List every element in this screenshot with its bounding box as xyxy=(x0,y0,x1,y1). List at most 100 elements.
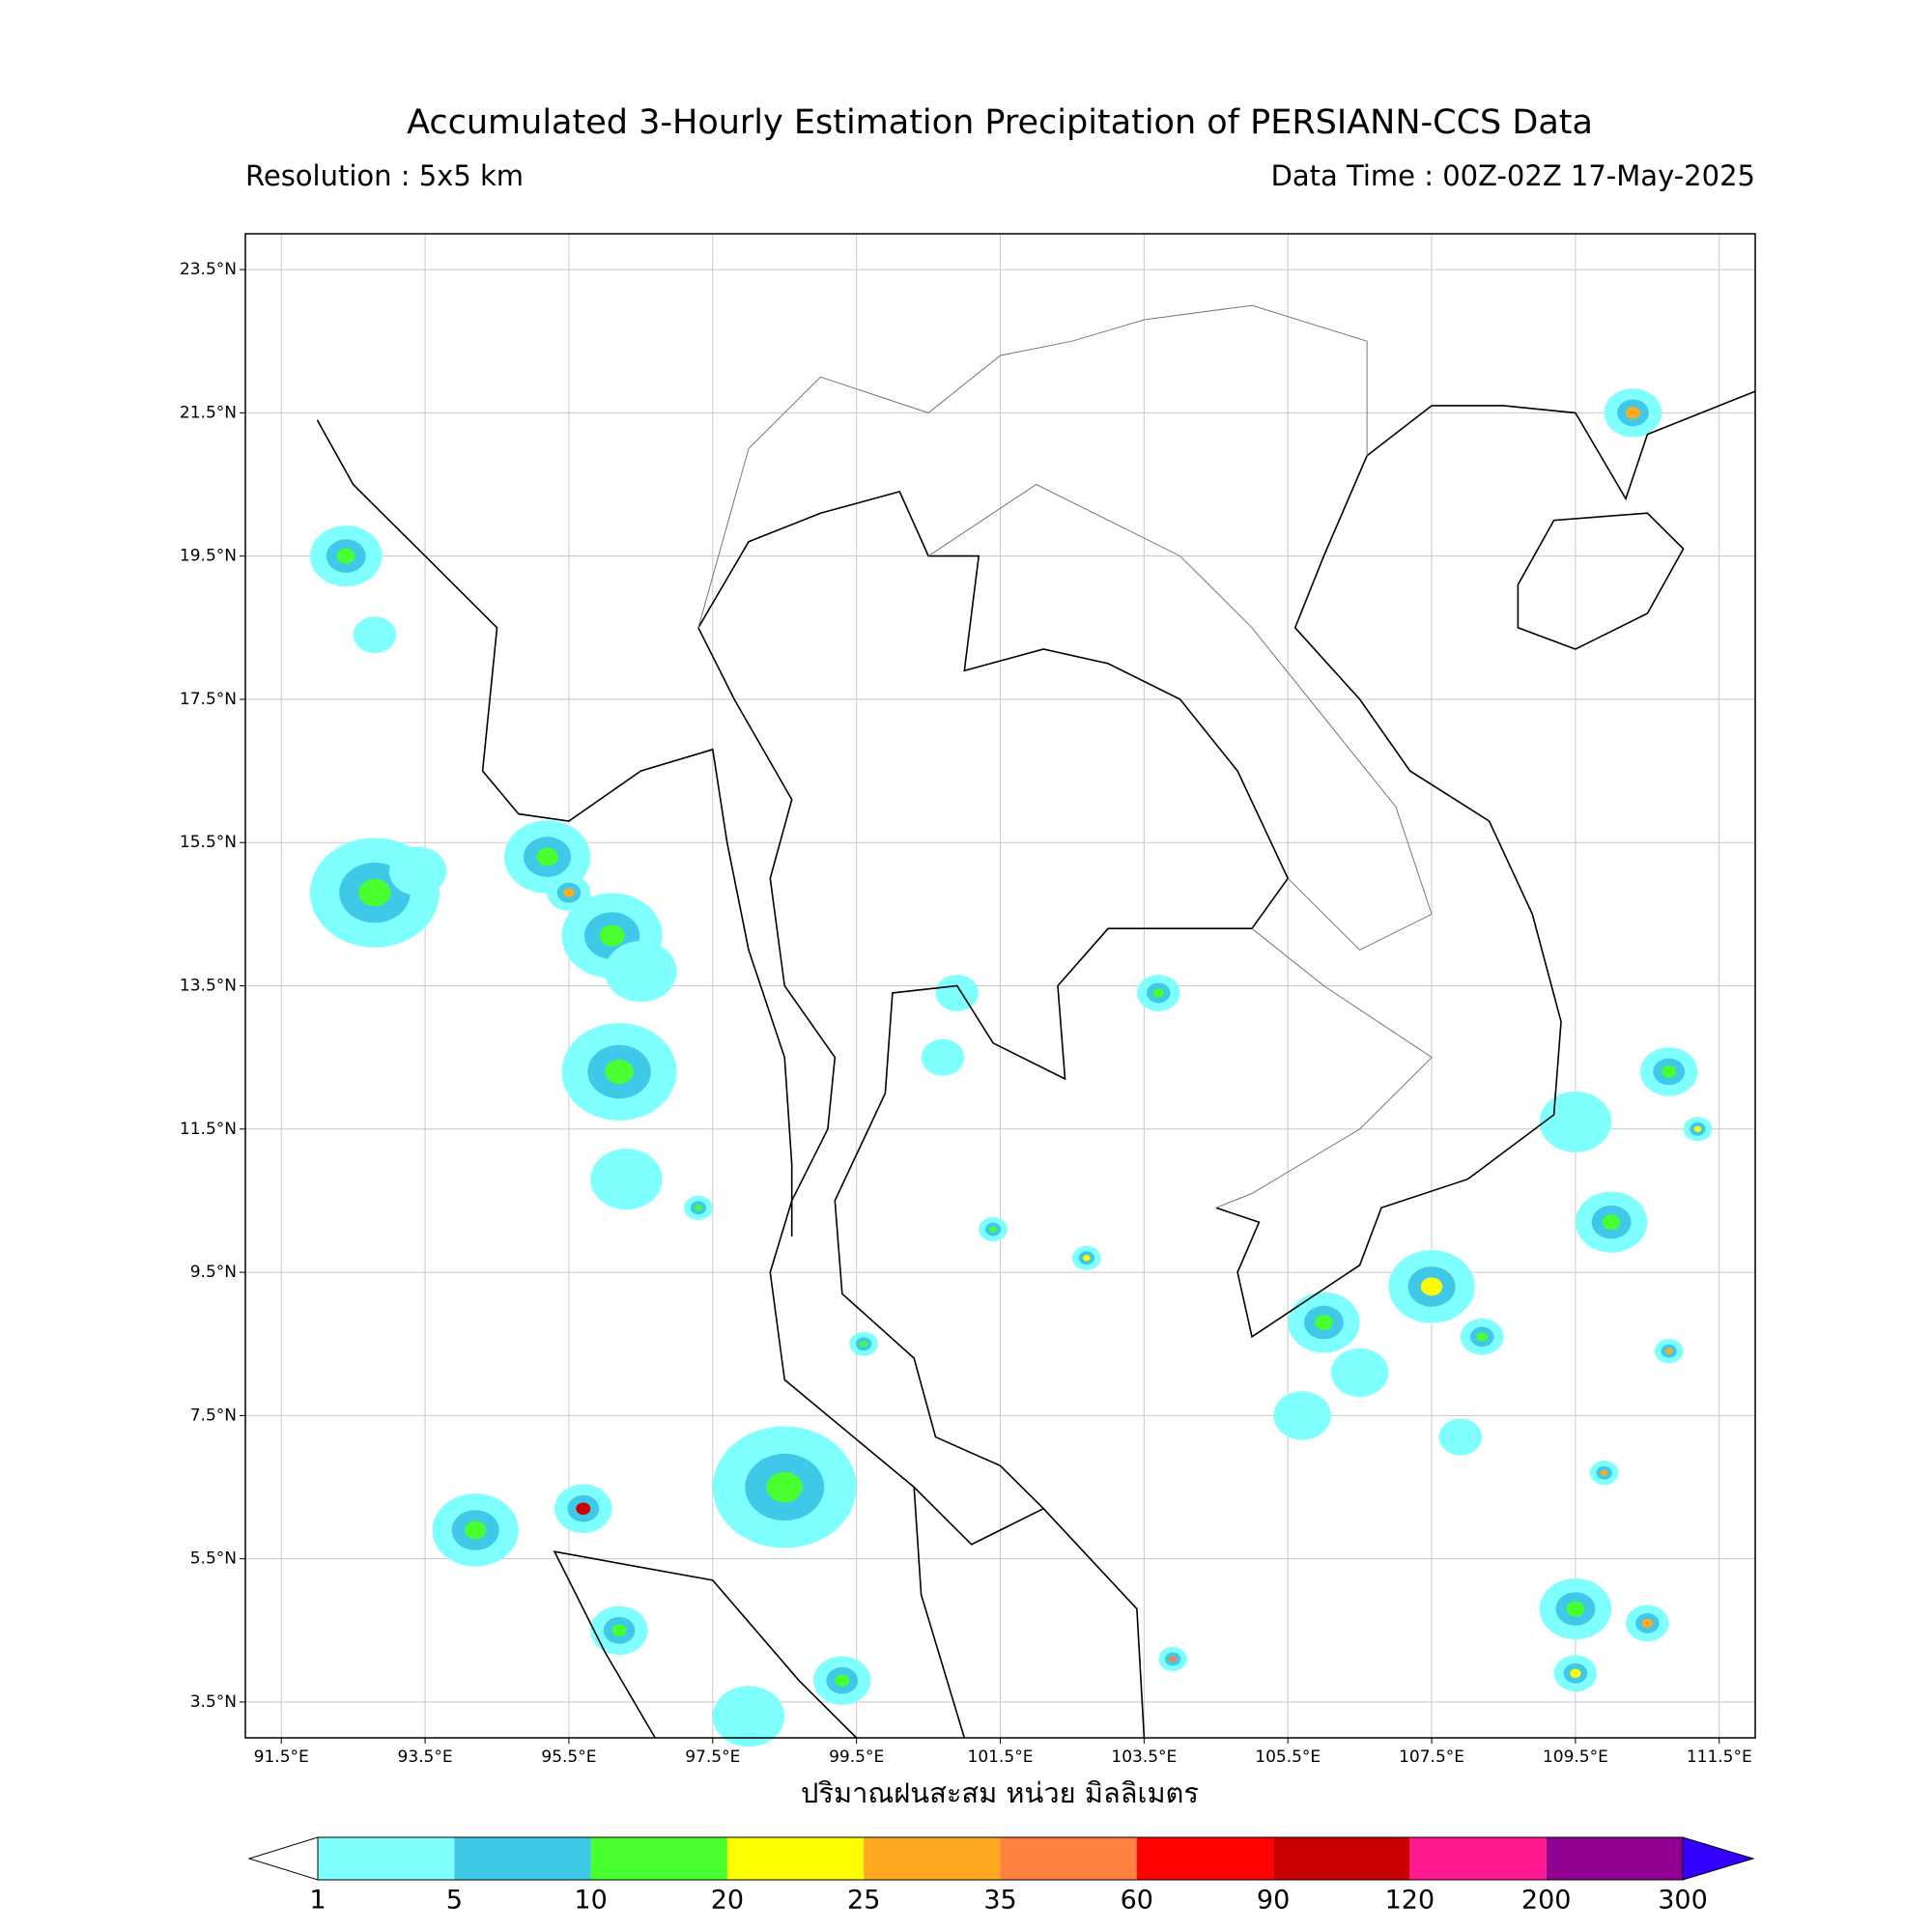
colorbar-bin xyxy=(864,1837,1001,1880)
rain-peak xyxy=(1476,1332,1488,1342)
colorbar-label: 90 xyxy=(1257,1886,1290,1916)
rain-area xyxy=(388,846,447,896)
x-tick-label: 93.5°E xyxy=(398,1747,453,1767)
y-tick-label: 15.5°N xyxy=(180,833,237,852)
rain-peak xyxy=(563,888,575,897)
rain-peak xyxy=(989,1226,997,1233)
rain-peak xyxy=(358,878,391,907)
northern-border xyxy=(697,304,1368,628)
y-tick-label: 23.5°N xyxy=(180,260,237,279)
rain-peak xyxy=(1566,1601,1585,1617)
x-tick-label: 109.5°E xyxy=(1543,1747,1608,1767)
x-tick-label: 91.5°E xyxy=(254,1747,309,1767)
malaysia-east xyxy=(1042,1508,1146,1739)
sumatra xyxy=(553,1550,858,1739)
y-tick-label: 21.5°N xyxy=(180,403,237,422)
rain-peak xyxy=(536,847,558,867)
x-tick-label: 95.5°E xyxy=(541,1747,596,1767)
rain-peak xyxy=(766,1471,803,1503)
rain-peak xyxy=(1641,1618,1653,1629)
rain-area xyxy=(590,1149,663,1210)
colorbar-label: 5 xyxy=(446,1886,463,1916)
rain-peak xyxy=(605,1059,634,1085)
china-coast xyxy=(1366,390,1756,501)
colorbar-label: 35 xyxy=(983,1886,1016,1916)
colorbar-bin xyxy=(1409,1837,1547,1880)
colorbar-bin xyxy=(1136,1837,1274,1880)
rain-peak xyxy=(1662,1065,1677,1078)
rain-peak xyxy=(1600,1469,1608,1476)
x-tick-label: 105.5°E xyxy=(1255,1747,1321,1767)
rain-layer xyxy=(309,388,1713,1747)
coastlines xyxy=(316,304,1756,1739)
y-tick-label: 11.5°N xyxy=(180,1120,237,1139)
x-axis-label: ปริมาณฝนสะสม หน่วย มิลลิเมตร xyxy=(801,1776,1199,1809)
rain-peak xyxy=(599,924,625,947)
hainan xyxy=(1517,512,1685,650)
resolution: Resolution : 5x5 km xyxy=(245,159,524,192)
y-tick-label: 17.5°N xyxy=(180,690,237,709)
rain-peak xyxy=(695,1205,702,1211)
myanmar-coast xyxy=(316,419,793,1236)
colorbar-frame xyxy=(317,1836,1684,1881)
rain-peak xyxy=(860,1341,867,1348)
rain-peak xyxy=(465,1520,487,1540)
colorbar-label: 60 xyxy=(1121,1886,1153,1916)
malaysia-west xyxy=(913,1487,966,1739)
x-tick-label: 111.5°E xyxy=(1687,1747,1752,1767)
colorbar-over xyxy=(1682,1836,1755,1881)
y-tick-label: 19.5°N xyxy=(180,547,237,566)
rain-area xyxy=(921,1038,965,1076)
thailand xyxy=(697,490,1290,1546)
y-tick-label: 3.5°N xyxy=(190,1692,237,1712)
colorbar-label: 300 xyxy=(1658,1886,1708,1916)
x-tick-label: 97.5°E xyxy=(685,1747,740,1767)
rain-area xyxy=(605,941,677,1003)
x-tick-label: 107.5°E xyxy=(1399,1747,1464,1767)
y-tick-label: 7.5°N xyxy=(190,1406,237,1425)
colorbar-bin xyxy=(726,1837,865,1880)
colorbar-bin xyxy=(590,1837,727,1880)
rain-peak xyxy=(611,1624,627,1637)
y-tick-label: 9.5°N xyxy=(190,1263,237,1282)
rain-peak xyxy=(835,1674,850,1687)
rain-area xyxy=(353,616,397,654)
colorbar-label: 20 xyxy=(711,1886,744,1916)
y-tick-label: 5.5°N xyxy=(190,1549,237,1569)
x-tick-label: 103.5°E xyxy=(1111,1747,1177,1767)
rain-area xyxy=(935,975,980,1011)
rain-peak xyxy=(1152,988,1164,998)
colorbar: 1 5 10 20 25 35 60 90 120 200 300 xyxy=(247,1836,1755,1916)
vietnam-coast xyxy=(1215,455,1562,1339)
colorbar-bin xyxy=(1546,1837,1683,1880)
rain-area xyxy=(712,1686,785,1747)
colorbar-label: 120 xyxy=(1385,1886,1435,1916)
rain-peak xyxy=(1664,1348,1673,1354)
colorbar-label: 25 xyxy=(847,1886,880,1916)
colorbar-bin xyxy=(1000,1837,1137,1880)
laos-border xyxy=(927,483,1433,952)
rain-peak xyxy=(1626,407,1640,419)
rain-peak xyxy=(1315,1315,1333,1330)
colorbar-label: 1 xyxy=(309,1886,326,1916)
colorbar-bin xyxy=(454,1837,591,1880)
rain-peak xyxy=(1083,1255,1091,1262)
rain-peak xyxy=(1602,1214,1621,1231)
rain-peak xyxy=(1693,1125,1702,1132)
grid: 91.5°E 93.5°E 95.5°E 97.5°E 99.5°E 101.5°E 103… xyxy=(180,234,1755,1767)
rain-peak xyxy=(1169,1656,1177,1662)
rain-peak xyxy=(1420,1277,1443,1296)
x-tick-label: 101.5°E xyxy=(968,1747,1034,1767)
colorbar-under xyxy=(247,1836,319,1881)
y-tick-label: 13.5°N xyxy=(180,977,237,996)
colorbar-bin xyxy=(318,1837,455,1880)
rain-peak xyxy=(1570,1668,1581,1678)
rain-area xyxy=(1330,1348,1389,1398)
rain-area xyxy=(1539,1091,1612,1152)
map-frame xyxy=(244,233,1756,1739)
colorbar-label: 10 xyxy=(574,1886,607,1916)
data-time: Data Time : 00Z-02Z 17-May-2025 xyxy=(1271,159,1755,192)
rain-area xyxy=(1438,1418,1483,1456)
rain-peak xyxy=(336,548,355,564)
